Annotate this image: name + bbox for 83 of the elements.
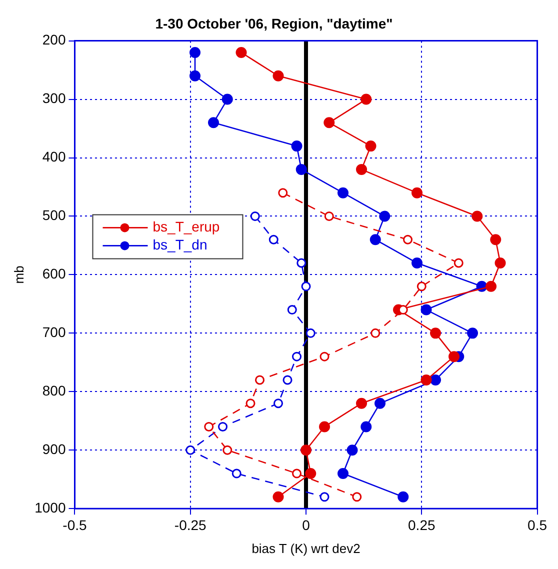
point xyxy=(324,117,335,128)
point xyxy=(398,491,409,502)
y-tick-label: 200 xyxy=(42,32,66,48)
point xyxy=(430,328,442,339)
y-axis-title: mb xyxy=(11,266,26,284)
point xyxy=(287,305,297,315)
x-tick-label: 0.5 xyxy=(528,516,548,533)
point xyxy=(255,375,265,385)
point xyxy=(268,234,278,244)
point xyxy=(236,46,247,58)
point xyxy=(430,374,442,386)
point xyxy=(412,187,423,198)
x-tick-label: -0.5 xyxy=(62,516,88,533)
point xyxy=(292,468,302,478)
point xyxy=(324,211,334,221)
point xyxy=(494,258,506,269)
point xyxy=(320,352,330,362)
y-tick-label: 300 xyxy=(42,90,66,106)
point xyxy=(338,187,349,198)
point xyxy=(274,398,284,408)
point xyxy=(319,421,330,432)
point xyxy=(360,94,372,105)
point xyxy=(186,445,196,455)
point xyxy=(320,492,330,502)
point xyxy=(374,398,386,409)
point xyxy=(222,445,232,455)
y-tick-label: 400 xyxy=(42,148,66,165)
point xyxy=(360,421,372,432)
x-axis-title: bias T (K) wrt dev2 xyxy=(252,540,360,556)
point xyxy=(300,444,312,456)
legend-label: bs_T_dn xyxy=(152,236,208,253)
point xyxy=(370,328,380,338)
point xyxy=(467,328,478,339)
y-tick-label: 800 xyxy=(42,382,66,399)
point xyxy=(420,374,432,386)
point xyxy=(356,398,368,409)
point xyxy=(454,258,464,268)
point xyxy=(232,468,242,478)
point xyxy=(398,305,408,315)
point xyxy=(346,444,358,456)
point xyxy=(204,422,214,432)
point xyxy=(416,282,426,292)
point xyxy=(218,422,228,432)
chart-title: 1-30 October '06, Region, "daytime" xyxy=(155,15,393,32)
y-tick-label: 600 xyxy=(42,266,66,282)
point xyxy=(338,468,349,480)
point xyxy=(278,188,288,198)
point xyxy=(296,258,306,268)
point xyxy=(403,234,413,244)
point xyxy=(305,468,316,480)
point xyxy=(190,70,200,82)
point xyxy=(208,117,219,128)
point xyxy=(356,164,368,175)
y-tick-label: 900 xyxy=(42,440,66,457)
point xyxy=(272,70,284,82)
point xyxy=(365,140,376,152)
x-tick-label: -0.25 xyxy=(174,516,207,533)
point xyxy=(472,210,483,222)
point xyxy=(301,282,311,292)
point xyxy=(222,94,233,105)
point xyxy=(282,375,292,385)
point xyxy=(490,234,502,246)
point xyxy=(292,352,302,362)
point xyxy=(370,234,381,246)
point xyxy=(291,140,302,152)
y-tick-label: 700 xyxy=(42,324,66,340)
point xyxy=(352,492,362,502)
point xyxy=(272,491,284,502)
point xyxy=(379,210,390,222)
point xyxy=(250,211,260,221)
point xyxy=(190,46,200,58)
x-tick-label: 0 xyxy=(302,516,310,533)
point xyxy=(306,328,316,338)
y-tick-label: 500 xyxy=(42,207,66,224)
point xyxy=(420,304,432,316)
point xyxy=(296,164,307,175)
point xyxy=(246,398,256,408)
point xyxy=(412,258,423,269)
y-tick-label: 1000 xyxy=(34,499,66,516)
point xyxy=(448,351,460,362)
x-tick-label: 0.25 xyxy=(408,516,436,533)
legend-label: bs_T_erup xyxy=(152,218,220,235)
point xyxy=(486,280,497,292)
